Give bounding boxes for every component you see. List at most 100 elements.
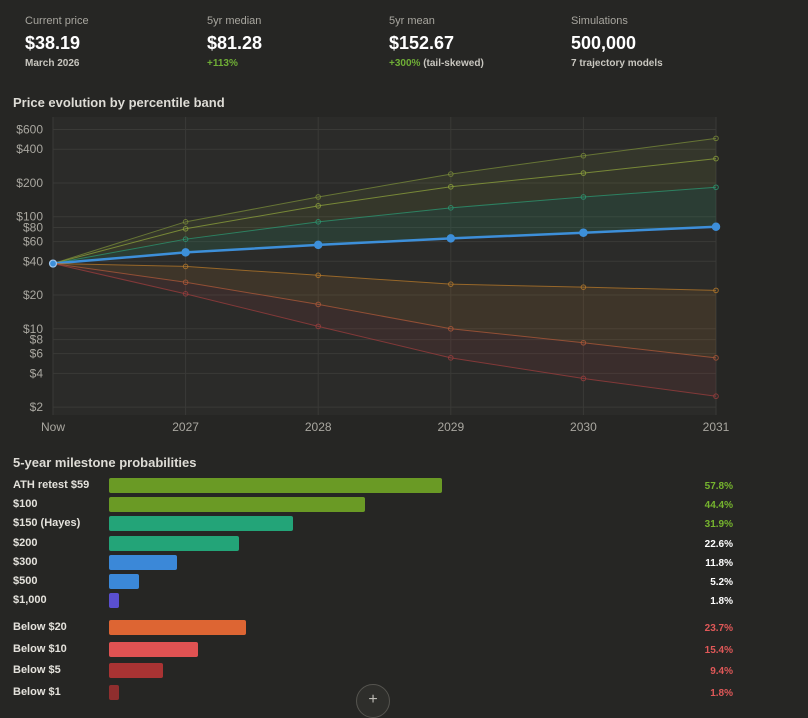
milestone-percent: 57.8% [704, 481, 733, 492]
stat-label: 5yr mean [389, 15, 435, 27]
milestone-label: $150 (Hayes) [13, 517, 81, 530]
add-button[interactable]: + [356, 684, 390, 718]
milestone-label: $100 [13, 498, 38, 511]
series-line-p90 [52, 158, 717, 265]
point-p95 [448, 171, 454, 177]
series-line-p75 [52, 186, 717, 265]
point-p5 [713, 393, 719, 400]
milestone-percent: 9.4% [710, 666, 733, 677]
milestone-percent: 1.8% [710, 687, 733, 699]
milestone-label: $200 [13, 536, 38, 549]
y-tick-label: $40 [23, 254, 43, 268]
y-tick-label: $400 [16, 142, 43, 156]
y-tick-label: $6 [30, 347, 44, 361]
milestone-row: $200 22.6% [0, 534, 808, 553]
point-p10 [182, 279, 189, 286]
milestone-row: $100 44.4% [0, 495, 808, 514]
point-p75 [448, 205, 454, 211]
point-p25 [580, 284, 587, 290]
milestone-label: ATH retest $59 [13, 479, 90, 491]
stat-label: Simulations [571, 15, 628, 27]
stat-change: +300% [389, 58, 421, 69]
milestone-label: Below $10 [13, 642, 67, 655]
band-p10-p25 [53, 263, 716, 358]
y-tick-label: $4 [30, 366, 44, 380]
stat-simulations: Simulations 500,000 7 trajectory models [571, 14, 663, 70]
milestone-bar [109, 554, 177, 570]
milestone-label: Below $5 [13, 664, 61, 676]
series-line-p5 [52, 263, 717, 397]
x-tick-label: 2028 [305, 420, 332, 434]
point-p10 [448, 325, 454, 332]
point-p10 [580, 339, 587, 346]
point-p5 [580, 375, 587, 382]
milestone-label: Below $1 [13, 685, 61, 698]
stat-value: $38.19 [25, 33, 81, 53]
milestone-bar [109, 684, 120, 700]
y-tick-label: $20 [23, 288, 43, 302]
point-p25 [182, 263, 189, 270]
milestone-bar [109, 641, 198, 657]
y-tick-label: $80 [23, 221, 43, 235]
milestone-row: Below $10 15.4% [0, 640, 808, 659]
y-tick-label: $200 [16, 176, 43, 190]
band-p75-p90 [53, 158, 716, 264]
point-p95 [315, 194, 322, 200]
milestone-percent: 44.4% [704, 500, 733, 512]
milestone-row: Below $20 23.7% [0, 618, 808, 637]
milestone-percent: 22.6% [704, 538, 733, 550]
point-median [313, 240, 323, 250]
point-p5 [315, 323, 322, 330]
stat-sub: 7 trajectory models [571, 58, 663, 69]
point-p95 [580, 152, 587, 159]
point-p95 [713, 135, 719, 142]
x-tick-label: 2029 [437, 420, 464, 434]
milestone-row: $1,000 1.8% [0, 591, 808, 610]
milestone-bar [109, 593, 120, 609]
milestone-label: $1,000 [13, 594, 47, 607]
y-tick-label: $600 [16, 123, 43, 137]
point-p25 [713, 287, 719, 294]
point-origin [48, 259, 58, 268]
milestone-bar [109, 497, 365, 513]
milestone-label: Below $20 [13, 621, 67, 633]
milestone-percent: 23.7% [704, 623, 733, 634]
milestone-row: $150 (Hayes) 31.9% [0, 514, 808, 533]
milestone-percent: 11.8% [705, 557, 733, 569]
milestone-label: $500 [13, 575, 38, 587]
percentile-chart: $600 $400 $200 $100$80$60 $40 $20 $10$8$6 $4 $2 N… [16, 117, 730, 434]
stat-sub: +300% (tail-skewed) [389, 57, 484, 70]
point-p5 [182, 291, 189, 297]
x-tick-label: Now [41, 420, 65, 434]
point-p95 [182, 219, 189, 225]
milestone-bar [109, 574, 139, 589]
series-line-p25 [52, 263, 717, 291]
milestone-percent: 5.2% [710, 577, 733, 588]
point-p10 [315, 301, 322, 308]
y-tick-label: $60 [23, 235, 43, 249]
stat-sub: +113% [207, 57, 262, 70]
stats-row: Current price $38.19 March 2026 5yr medi… [25, 14, 785, 74]
point-p75 [315, 219, 322, 225]
series-line-p10 [52, 263, 717, 359]
stat-note: (tail-skewed) [420, 58, 484, 69]
milestone-bar [109, 535, 240, 551]
milestone-bar [109, 478, 442, 493]
milestones-title: 5-year milestone probabilities [13, 455, 197, 470]
x-tick-label: 2030 [570, 420, 597, 434]
point-p75 [182, 236, 189, 242]
milestone-row: $300 11.8% [0, 553, 808, 572]
band-p90-p95 [53, 138, 716, 264]
milestone-row: Below $5 9.4% [0, 661, 808, 680]
milestone-row: ATH retest $59 57.8% [0, 476, 808, 495]
point-p90 [713, 155, 719, 162]
band-p5-p10 [53, 263, 716, 397]
point-p75 [580, 194, 587, 200]
milestone-bar [109, 663, 164, 678]
milestone-row: $500 5.2% [0, 572, 808, 591]
point-p25 [448, 281, 454, 287]
chart-title: Price evolution by percentile band [13, 95, 225, 110]
point-p75 [713, 184, 719, 191]
milestone-row: Below $1 1.8% [0, 683, 808, 702]
point-p90 [448, 183, 454, 190]
